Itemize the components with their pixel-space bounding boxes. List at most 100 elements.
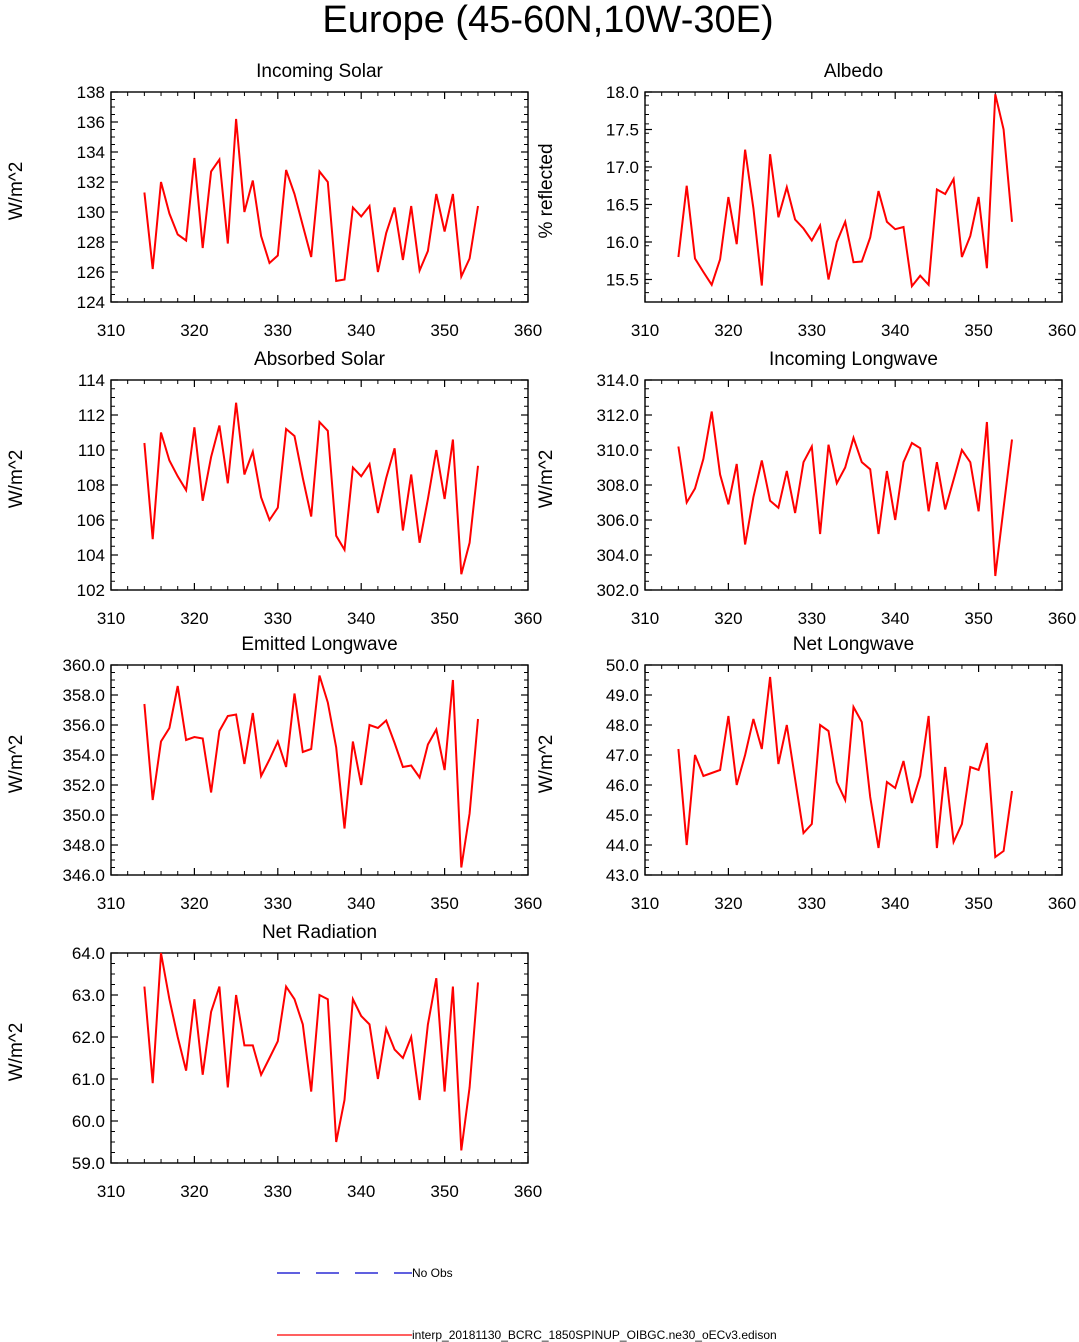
y-tick-label: 352.0 [62,776,105,795]
x-tick-label: 310 [631,894,659,913]
y-tick-label: 110 [78,441,105,460]
y-axis-label: W/m^2 [6,1023,27,1082]
y-tick-label: 360.0 [62,656,105,675]
y-tick-label: 18.0 [606,83,639,102]
x-tick-label: 360 [514,1182,542,1201]
panel-title: Absorbed Solar [254,349,386,370]
y-tick-label: 49.0 [606,686,639,705]
x-tick-label: 340 [881,609,909,628]
x-tick-label: 310 [631,321,659,340]
panel-incoming-solar: Incoming Solar 310 320 330 340 350 360 124 126 12… [6,61,542,340]
x-tick-label: 310 [97,321,125,340]
x-tick-label: 330 [264,894,292,913]
x-tick-label: 360 [1048,894,1076,913]
x-tick-label: 340 [881,321,909,340]
panel-incoming-longwave: Incoming Longwave 310 320 330 340 350 360 302.0… [536,349,1076,628]
plot-frame [644,664,1063,876]
y-tick-label: 15.5 [606,271,639,290]
panel-absorbed-solar: Absorbed Solar 310 320 330 340 350 360 102 104 10… [6,349,542,628]
y-tick-label: 126 [77,263,105,282]
x-tick-label: 320 [180,1182,208,1201]
x-tick-label: 310 [97,609,125,628]
panel-emitted-longwave: Emitted Longwave 310 320 330 340 350 360 346.0 3… [6,634,542,913]
y-tick-label: 112 [78,406,105,425]
x-tick-label: 350 [430,894,458,913]
y-tick-label: 48.0 [606,716,639,735]
series-line [677,676,1013,859]
series-line [143,118,479,283]
y-tick-label: 128 [77,233,105,252]
y-tick-label: 62.0 [72,1028,105,1047]
panel-net-radiation: Net Radiation 310 320 330 340 350 360 59.0 60.0 6… [6,922,542,1201]
y-axis-label: W/m^2 [6,450,27,509]
x-tick-label: 310 [631,609,659,628]
x-tick-label: 330 [264,1182,292,1201]
panel-title: Incoming Longwave [769,349,938,370]
y-tick-label: 304.0 [596,546,639,565]
x-tick-label: 330 [798,894,826,913]
y-tick-label: 102 [77,581,105,600]
panel-net-longwave: Net Longwave 310 320 330 340 350 360 43.0 44.0 45… [536,634,1076,913]
x-tick-label: 350 [964,609,992,628]
y-axis-label: % reflected [536,143,557,238]
x-tick-label: 310 [97,894,125,913]
legend-model-label: interp_20181130_BCRC_1850SPINUP_OIBGC.ne… [412,1328,777,1342]
plot-frame [110,952,529,1164]
plot-frame [110,91,529,303]
y-tick-label: 348.0 [62,836,105,855]
legend: No Obs interp_20181130_BCRC_1850SPINUP_O… [277,1266,777,1342]
legend-obs-label: No Obs [412,1266,453,1280]
panel-title: Incoming Solar [256,61,383,82]
plot-frame [644,91,1063,303]
y-tick-label: 16.5 [606,196,639,215]
y-tick-label: 104 [77,546,105,565]
y-tick-label: 350.0 [62,806,105,825]
x-tick-label: 320 [714,321,742,340]
y-axis-label: W/m^2 [6,735,27,794]
y-tick-label: 114 [78,371,105,390]
y-tick-label: 46.0 [606,776,639,795]
y-axis-label: W/m^2 [536,735,557,794]
y-tick-label: 312.0 [596,406,639,425]
x-tick-label: 350 [430,1182,458,1201]
x-tick-label: 310 [97,1182,125,1201]
x-tick-label: 360 [1048,609,1076,628]
x-tick-label: 340 [347,894,375,913]
x-tick-label: 320 [714,609,742,628]
panel-title: Net Longwave [793,634,914,655]
y-tick-label: 308.0 [596,476,639,495]
y-tick-label: 132 [77,173,105,192]
y-tick-label: 136 [77,113,105,132]
y-tick-label: 17.5 [606,121,639,140]
y-tick-label: 310.0 [596,441,639,460]
x-tick-label: 350 [964,321,992,340]
y-tick-label: 59.0 [72,1154,105,1173]
y-tick-label: 60.0 [72,1112,105,1131]
panel-title: Albedo [824,61,883,82]
y-tick-label: 356.0 [62,716,105,735]
x-tick-label: 330 [264,321,292,340]
y-tick-label: 63.0 [72,986,105,1005]
y-tick-label: 50.0 [606,656,639,675]
x-tick-label: 320 [180,609,208,628]
y-tick-label: 17.0 [606,158,639,177]
y-tick-label: 134 [77,143,105,162]
y-tick-label: 61.0 [72,1070,105,1089]
y-tick-label: 108 [77,476,105,495]
x-tick-label: 350 [430,321,458,340]
x-tick-label: 320 [180,321,208,340]
x-tick-label: 320 [714,894,742,913]
x-tick-label: 360 [514,321,542,340]
series-line [677,411,1013,577]
y-tick-label: 43.0 [606,866,639,885]
panels: Incoming Solar 310 320 330 340 350 360 124 126 12… [6,61,1076,1201]
y-tick-label: 106 [77,511,105,530]
y-tick-label: 47.0 [606,746,639,765]
y-tick-label: 306.0 [596,511,639,530]
y-tick-label: 45.0 [606,806,639,825]
x-tick-label: 350 [964,894,992,913]
figure-title: Europe (45-60N,10W-30E) [322,0,773,41]
x-tick-label: 350 [430,609,458,628]
y-tick-label: 302.0 [596,581,639,600]
